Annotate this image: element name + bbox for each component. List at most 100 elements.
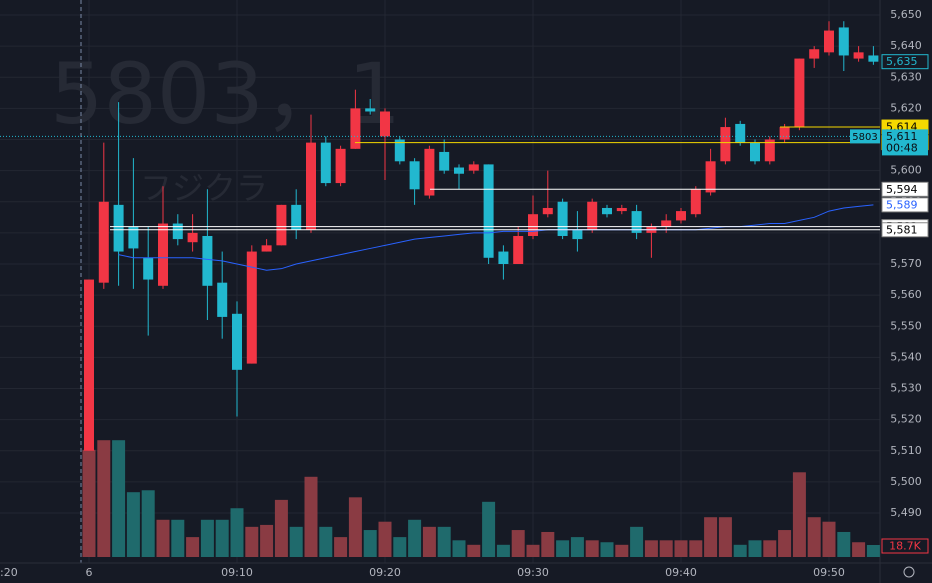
volume-bar <box>260 524 274 557</box>
volume-bar <box>334 537 348 557</box>
volume-bar <box>526 544 540 557</box>
volume-bar <box>570 537 584 557</box>
candle-body <box>158 223 168 286</box>
volume-bar <box>245 526 259 557</box>
candle-body <box>750 142 760 162</box>
volume-label: 18.7K <box>889 540 921 553</box>
x-tick-label: :20 <box>0 566 18 579</box>
y-tick-label: 5,510 <box>890 444 922 457</box>
x-tick-label: 6 <box>86 566 93 579</box>
candle-body <box>217 282 228 317</box>
settings-icon[interactable] <box>903 566 915 578</box>
y-tick-label: 5,560 <box>890 288 922 301</box>
y-tick-label: 5,530 <box>890 382 922 395</box>
x-tick-label: 09:40 <box>665 566 697 579</box>
y-tick-label: 5,520 <box>890 413 922 426</box>
candle-body <box>246 251 257 364</box>
volume-bar <box>230 508 244 557</box>
volume-bar <box>600 542 614 557</box>
volume-bar <box>630 526 644 557</box>
candle-body <box>587 201 598 230</box>
watermark-name: フジクラ <box>140 169 268 207</box>
y-tick-label: 5,550 <box>890 319 922 332</box>
candle-body <box>853 52 864 59</box>
candle-body <box>261 245 272 252</box>
volume-bar <box>511 530 525 557</box>
candle-body <box>454 167 464 174</box>
compare-box <box>882 129 928 156</box>
y-tick-label: 5,500 <box>890 475 922 488</box>
price-label-box <box>881 197 929 213</box>
volume-bar <box>822 521 836 557</box>
candle-body <box>483 164 494 258</box>
volume-bar <box>496 544 510 557</box>
volume-bar <box>348 497 362 557</box>
volume-bar <box>289 526 303 557</box>
y-tick-label: 5,640 <box>890 39 922 52</box>
compare-name: 5803 <box>852 132 877 143</box>
candle-body <box>794 58 805 128</box>
candle-body <box>557 201 568 236</box>
candle-body <box>113 204 124 252</box>
volume-bar <box>408 519 422 557</box>
x-tick-label: 09:10 <box>221 566 253 579</box>
price-label: 5,635 <box>886 55 918 68</box>
volume-bar <box>615 544 629 557</box>
candle-body <box>661 220 672 227</box>
volume-bar <box>156 519 170 557</box>
volume-bar <box>274 499 288 557</box>
candle-body <box>335 148 346 184</box>
candle-body <box>631 211 642 233</box>
y-tick-label: 5,540 <box>890 350 922 363</box>
compare-countdown: 00:48 <box>886 141 918 154</box>
candle-body <box>779 127 790 140</box>
candle-body <box>291 204 302 230</box>
volume-bar <box>97 440 111 557</box>
volume-bar <box>141 490 155 557</box>
candle-body <box>735 123 746 143</box>
volume-bar <box>748 540 762 557</box>
candle-body <box>98 201 109 283</box>
volume-bar <box>778 530 792 557</box>
volume-bar <box>733 544 747 557</box>
volume-bar <box>792 472 806 557</box>
volume-bar <box>837 531 851 557</box>
candle-body <box>172 223 183 240</box>
candle-body <box>676 211 686 221</box>
volume-bar <box>556 540 570 557</box>
volume-bar <box>363 530 377 557</box>
candle-body <box>720 127 731 162</box>
volume-bar <box>674 540 688 557</box>
x-tick-label: 09:50 <box>813 566 845 579</box>
candle-body <box>424 148 435 196</box>
price-label-box <box>881 181 929 197</box>
volume-bar <box>215 519 229 557</box>
candle-body <box>513 235 524 264</box>
candle-body <box>306 142 316 230</box>
candle-body <box>409 161 420 190</box>
candle-body <box>143 257 154 280</box>
candle-body <box>187 232 198 243</box>
ma-line <box>118 204 874 271</box>
candle-body <box>838 27 849 56</box>
price-label: 5,589 <box>886 198 918 211</box>
volume-bar <box>689 540 703 557</box>
volume-bar <box>852 542 866 557</box>
y-tick-label: 5,490 <box>890 506 922 519</box>
volume-bar <box>437 526 451 557</box>
candle-body <box>232 313 242 370</box>
volume-bar <box>82 449 96 557</box>
y-tick-label: 5,620 <box>890 101 922 114</box>
x-tick-label: 09:30 <box>517 566 549 579</box>
volume-bar <box>704 517 718 557</box>
volume-bar <box>482 501 496 557</box>
price-label: 5,581 <box>886 223 918 236</box>
volume-bar <box>378 521 392 557</box>
y-tick-label: 5,600 <box>890 164 922 177</box>
candle-body <box>616 207 627 212</box>
y-tick-label: 5,570 <box>890 257 922 270</box>
candle-body <box>350 108 361 149</box>
volume-bar <box>644 540 658 557</box>
